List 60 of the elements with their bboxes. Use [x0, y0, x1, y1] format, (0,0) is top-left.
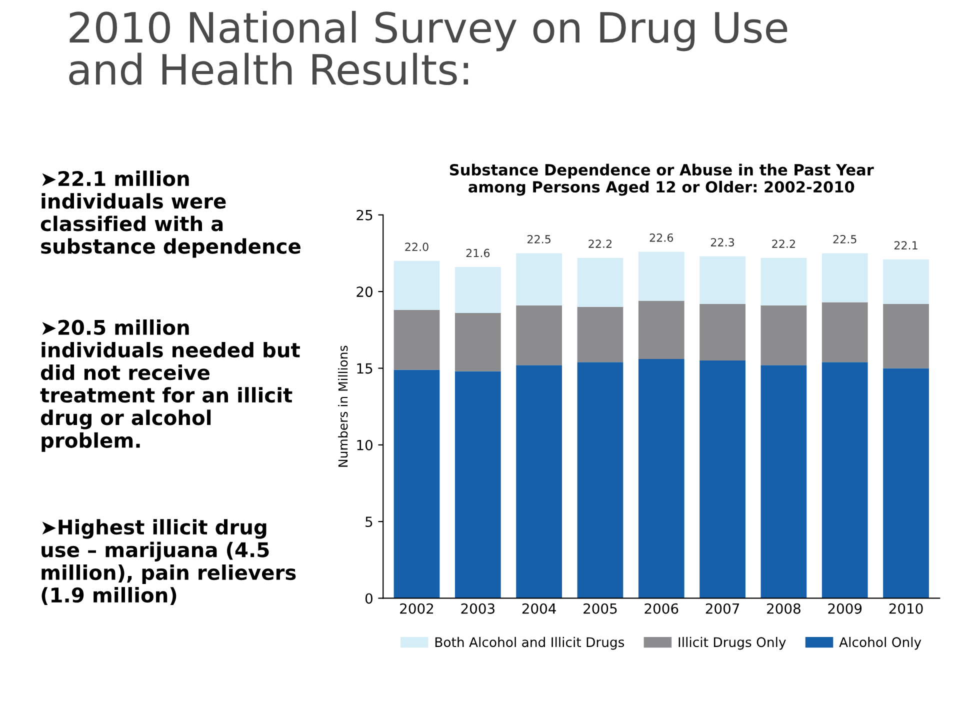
bar: [822, 362, 868, 598]
total-label: 22.5: [528, 235, 550, 244]
x-tick-label: 2002: [400, 603, 434, 614]
total-label: 22.3: [710, 238, 734, 246]
bar: [577, 306, 624, 362]
bar: [394, 370, 440, 598]
text: ➤Highest illicit drug use – marijuana (4.5 million), pain relievers (1.9 million): [42, 519, 296, 606]
text: ➤20.5 million individuals needed but did not receive treatment for an illicit drug or alcohol problem.: [40, 319, 300, 452]
y-tick-label: 25: [356, 210, 372, 220]
bar: [883, 368, 929, 598]
x-tick-label: 2010: [889, 603, 923, 614]
bar: [638, 300, 684, 360]
bar: [577, 362, 624, 598]
total-label: 22.2: [772, 240, 795, 248]
bar: [822, 302, 868, 362]
x-tick-label: 2004: [522, 603, 556, 614]
chart-subtitle: Substance Dependence or Abuse in the Past Year among Persons Aged 12 or Older: 2002-2010: [450, 164, 874, 196]
legend-label: Both Alcohol and Illicit Drugs: [435, 636, 624, 650]
bar: [822, 253, 868, 302]
y-tick-label: 0: [365, 593, 372, 604]
total-label: 22.6: [650, 233, 674, 242]
bar: [394, 310, 440, 370]
bar: [577, 258, 624, 307]
bar: [454, 371, 501, 598]
x-tick-label: 2003: [461, 603, 494, 614]
bar: [760, 305, 807, 366]
total-label: 22.5: [833, 235, 856, 244]
bar: [454, 313, 501, 372]
bar: [516, 253, 562, 306]
bar: [883, 304, 929, 368]
bar: [700, 360, 746, 598]
total-label: 22.1: [894, 241, 918, 250]
text: ➤22.1 million individuals were classified with a substance dependence: [40, 170, 300, 258]
total-label: 21.6: [466, 248, 490, 258]
total-label: 22.0: [405, 242, 428, 252]
y-tick-label: 5: [366, 516, 372, 528]
bar: [700, 256, 746, 304]
y-axis-title: Numbers in Millions: [338, 346, 348, 467]
bar: [760, 365, 807, 598]
x-tick-label: 2007: [706, 603, 740, 614]
legend-label: Illicit Drugs Only: [678, 636, 786, 650]
chart-title: 2010 National Survey on Drug Use and Health Results:: [69, 10, 788, 86]
x-tick-label: 2008: [767, 603, 800, 614]
bar: [638, 359, 684, 598]
bar: [454, 267, 501, 314]
x-tick-label: 2006: [644, 603, 678, 614]
y-tick-label: 10: [357, 440, 372, 450]
x-tick-label: 2005: [584, 603, 617, 614]
x-tick-label: 2009: [828, 603, 862, 614]
bar: [394, 260, 440, 310]
bar: [700, 304, 746, 361]
legend-label: Alcohol Only: [839, 636, 922, 650]
bar: [638, 252, 684, 301]
y-tick-label: 20: [356, 286, 372, 298]
bar: [760, 258, 807, 306]
bar: [516, 365, 562, 598]
bar: [516, 305, 562, 366]
y-tick-label: 15: [357, 363, 372, 374]
bar: [883, 259, 929, 304]
total-label: 22.2: [588, 240, 612, 248]
